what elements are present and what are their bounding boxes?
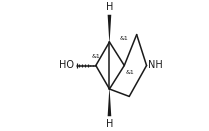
Text: HO: HO — [59, 61, 74, 70]
Polygon shape — [108, 15, 111, 42]
Text: &1: &1 — [126, 70, 135, 75]
Text: &1: &1 — [120, 36, 128, 41]
Text: H: H — [106, 2, 113, 12]
Text: NH: NH — [148, 61, 163, 70]
Polygon shape — [108, 89, 111, 116]
Text: &1: &1 — [92, 54, 101, 59]
Text: H: H — [106, 119, 113, 129]
